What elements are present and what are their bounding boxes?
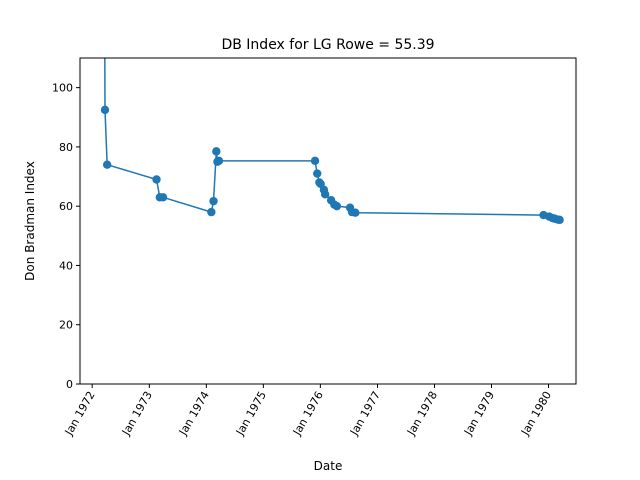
data-point [555, 215, 564, 225]
data-point [351, 208, 360, 217]
data-point [209, 196, 218, 206]
data-point [332, 201, 342, 211]
data-point [320, 190, 330, 199]
y-axis-ticks: 0 20 40 60 80 100 [52, 82, 80, 391]
data-point [212, 147, 221, 156]
y-tick-label: 20 [59, 319, 73, 332]
y-tick-label: 100 [52, 82, 73, 95]
data-point [102, 160, 112, 169]
plot-area [80, 58, 576, 384]
series-layer [100, 58, 564, 225]
y-tick-label: 40 [59, 259, 73, 272]
y-tick-label: 0 [66, 378, 73, 391]
y-axis-label: Don Bradman Index [23, 161, 37, 281]
y-tick-label: 80 [59, 141, 73, 154]
data-point [152, 175, 161, 184]
data-point [158, 193, 168, 202]
y-tick-label: 60 [59, 200, 73, 213]
data-point [214, 156, 224, 166]
chart-title: DB Index for LG Rowe = 55.39 [221, 37, 434, 53]
data-point [207, 207, 216, 217]
data-point [313, 169, 322, 178]
plot-frame [79, 57, 577, 385]
x-axis-label: Date [314, 459, 343, 473]
data-point [310, 156, 320, 166]
data-point [100, 105, 110, 115]
